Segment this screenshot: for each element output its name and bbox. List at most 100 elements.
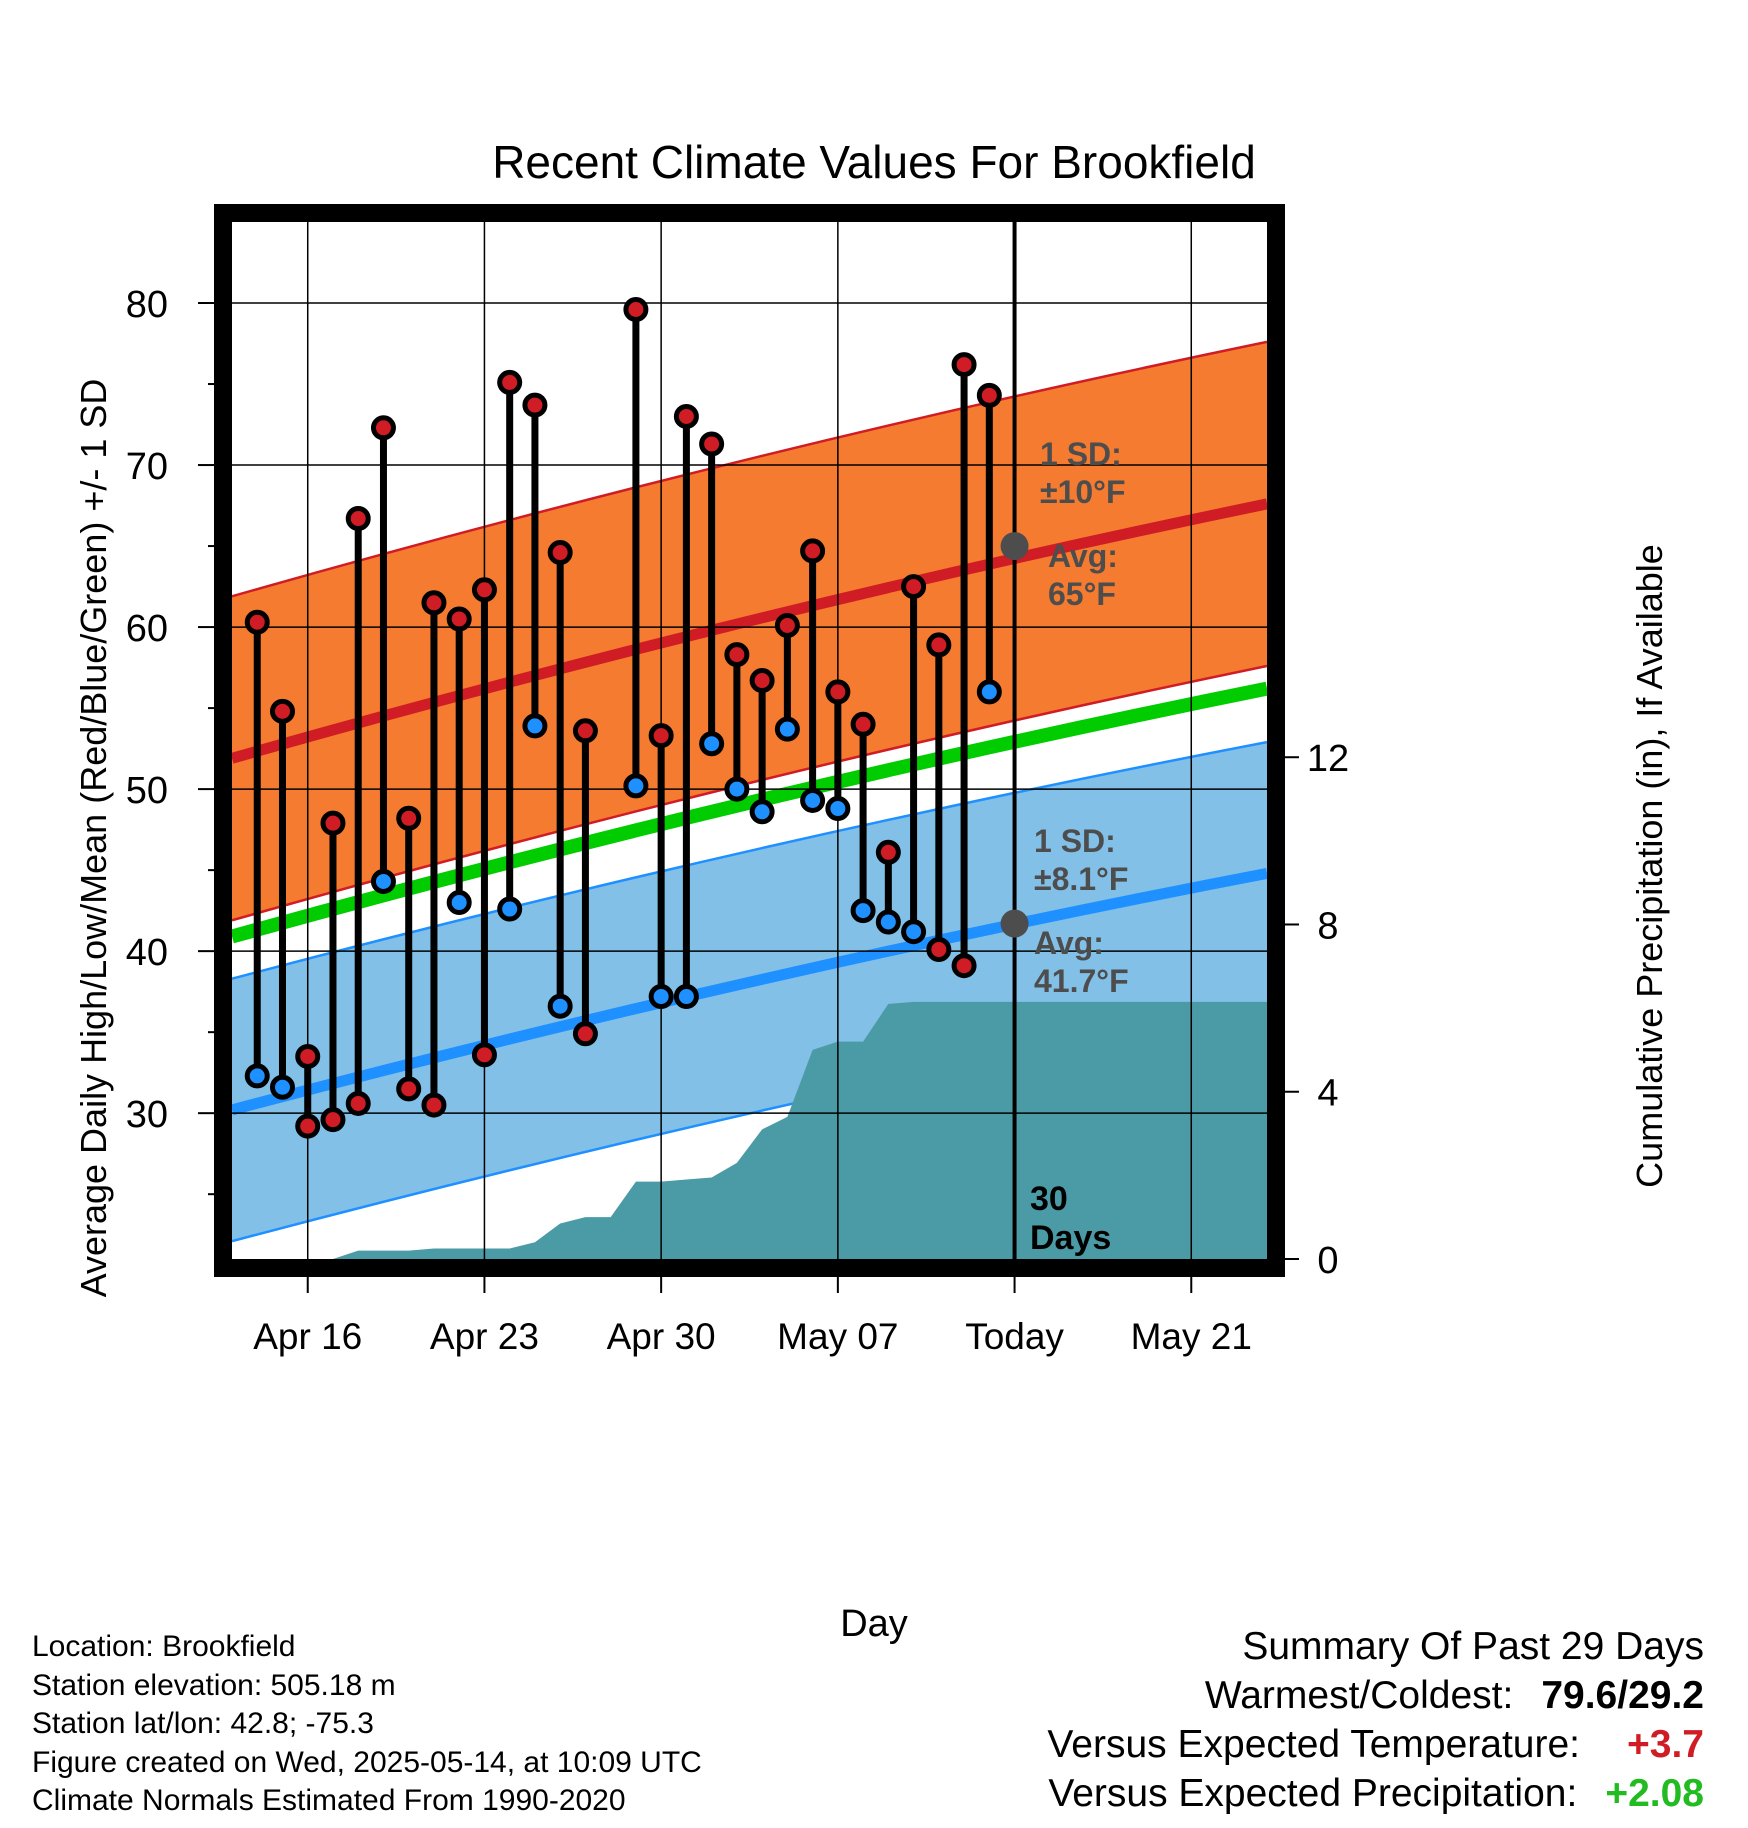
daily-high-point <box>572 718 598 744</box>
daily-high-point <box>648 723 674 749</box>
elevation-text: Station elevation: 505.18 m <box>32 1668 396 1702</box>
x-tick-label: Today <box>965 1316 1064 1357</box>
temp-anomaly-value: +3.7 <box>1627 1723 1704 1766</box>
summary-title: Summary Of Past 29 Days <box>1242 1625 1704 1668</box>
location-text: Location: Brookfield <box>32 1630 296 1663</box>
daily-high-point <box>951 352 977 378</box>
daily-high-point <box>749 668 775 694</box>
daily-high-point <box>724 642 750 668</box>
high-sd-band <box>232 341 1267 921</box>
daily-high-point <box>497 369 523 395</box>
daily-low-point <box>269 1074 295 1100</box>
normal-mean-line <box>232 681 1267 944</box>
y-tick-label: 60 <box>126 608 168 650</box>
daily-high-point <box>295 1043 321 1069</box>
daily-low-point <box>572 1021 598 1047</box>
daily-low-point <box>749 799 775 825</box>
daily-high-point <box>244 609 270 635</box>
low-avg-marker <box>1000 909 1029 938</box>
high-avg-annotation: Avg: 65°F <box>1048 538 1118 612</box>
y-right-tick-label: 12 <box>1307 738 1349 780</box>
daily-high-point <box>522 392 548 418</box>
daily-low-point <box>244 1063 270 1089</box>
daily-high-point <box>370 415 396 441</box>
station-info: Location: Brookfield Station elevation: … <box>32 1628 702 1821</box>
daily-high-point <box>623 296 649 322</box>
daily-low-point <box>850 898 876 924</box>
daily-low-point <box>295 1113 321 1139</box>
temp-anomaly-label: Versus Expected Temperature: <box>1047 1723 1580 1766</box>
y-axis-right-label: Cumulative Precipitation (in), If Availa… <box>1629 544 1670 1188</box>
daily-high-point <box>976 382 1002 408</box>
daily-low-point <box>320 1107 346 1133</box>
daily-high-point <box>421 590 447 616</box>
y-right-tick-label: 4 <box>1317 1073 1338 1115</box>
daily-high-point <box>269 698 295 724</box>
plot-frame <box>214 204 1285 1277</box>
y-tick-label: 40 <box>126 932 168 974</box>
x-axis-label: Day <box>840 1603 908 1645</box>
y-tick-label: 80 <box>126 284 168 326</box>
low-sd-band <box>232 742 1267 1242</box>
x-tick-label: May 21 <box>1131 1316 1252 1357</box>
daily-high-point <box>396 805 422 831</box>
daily-low-point <box>951 953 977 979</box>
chart-title: Recent Climate Values For Brookfield <box>492 136 1256 188</box>
summary-panel: Summary Of Past 29 Days Warmest/Coldest:… <box>1047 1622 1704 1818</box>
daily-low-point <box>446 890 472 916</box>
daily-low-point <box>724 776 750 802</box>
daily-low-point <box>547 993 573 1019</box>
normals-text: Climate Normals Estimated From 1990-2020 <box>32 1784 626 1817</box>
y-tick-label: 30 <box>126 1094 168 1136</box>
daily-low-point <box>623 773 649 799</box>
daily-low-point <box>825 796 851 822</box>
daily-high-point <box>547 540 573 566</box>
today-days-label: 30 Days <box>1030 1180 1111 1257</box>
daily-high-point <box>875 839 901 865</box>
daily-high-point <box>850 711 876 737</box>
warmest-label: Warmest/Coldest: <box>1204 1674 1514 1717</box>
plot-area: 1 SD: ±10°F Avg: 65°F 1 SD: ±8.1°F Avg: 41.7°F 3… <box>232 222 1267 1259</box>
x-tick-label: Apr 16 <box>253 1316 362 1357</box>
high-sd-annotation: 1 SD: ±10°F <box>1040 436 1126 510</box>
daily-low-point <box>800 787 826 813</box>
daily-low-point <box>370 868 396 894</box>
y-right-tick-label: 8 <box>1317 905 1338 947</box>
plot-content <box>232 222 1267 1259</box>
daily-low-point <box>396 1076 422 1102</box>
daily-low-point <box>774 716 800 742</box>
daily-high-point <box>471 577 497 603</box>
low-sd-upper-edge <box>232 740 1267 980</box>
y-axis-label: Average Daily High/Low/Mean (Red/Blue/Gr… <box>73 379 114 1298</box>
summary-temp-row: Versus Expected Temperature: +3.7 <box>1047 1720 1704 1769</box>
summary-precip-row: Versus Expected Precipitation: +2.08 <box>1047 1769 1704 1818</box>
daily-high-point <box>825 679 851 705</box>
low-sd-annotation: 1 SD: ±8.1°F <box>1034 823 1128 897</box>
daily-low-point <box>421 1092 447 1118</box>
daily-low-point <box>673 984 699 1010</box>
daily-low-point <box>699 731 725 757</box>
daily-high-point <box>345 506 371 532</box>
x-tick-label: Apr 30 <box>607 1316 716 1357</box>
precip-anomaly-value: +2.08 <box>1605 1772 1704 1815</box>
daily-high-point <box>800 538 826 564</box>
daily-low-point <box>901 919 927 945</box>
y-right-tick-label: 0 <box>1317 1240 1338 1282</box>
y-tick-label: 70 <box>126 446 168 488</box>
daily-low-point <box>497 896 523 922</box>
daily-low-point <box>875 909 901 935</box>
daily-low-point <box>471 1042 497 1068</box>
x-tick-label: Apr 23 <box>430 1316 539 1357</box>
daily-high-point <box>446 606 472 632</box>
high-avg-marker <box>1000 532 1029 561</box>
daily-high-point <box>673 403 699 429</box>
normal-low-line <box>232 867 1267 1116</box>
warmest-value: 79.6/29.2 <box>1541 1674 1704 1717</box>
latlon-text: Station lat/lon: 42.8; -75.3 <box>32 1707 374 1740</box>
daily-low-point <box>926 937 952 963</box>
daily-low-point <box>345 1090 371 1116</box>
y-tick-label: 50 <box>126 770 168 812</box>
daily-low-point <box>976 679 1002 705</box>
axes: 30 40 50 60 70 80 0 4 8 12 Apr 16 Apr 23 Apr 30 May 0… <box>126 204 1349 1357</box>
